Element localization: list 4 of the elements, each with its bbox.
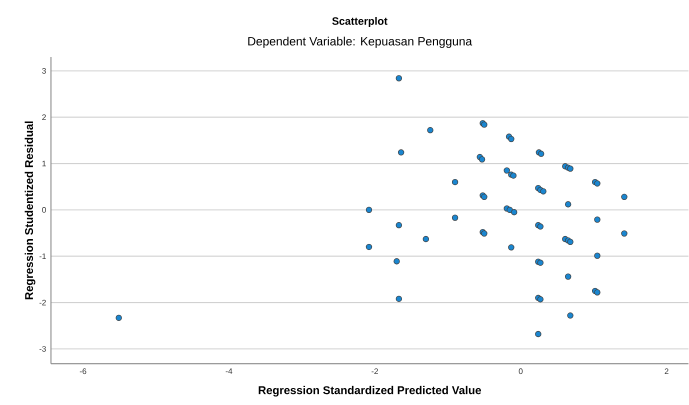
chart-title: Scatterplot — [332, 17, 388, 28]
chart-subtitle: Dependent Variable: Kepuasan Pengguna — [248, 36, 472, 48]
x-axis-title: Regression Standardized Predicted Value — [258, 386, 482, 397]
y-axis-title: Regression Studentized Residual — [24, 122, 36, 300]
